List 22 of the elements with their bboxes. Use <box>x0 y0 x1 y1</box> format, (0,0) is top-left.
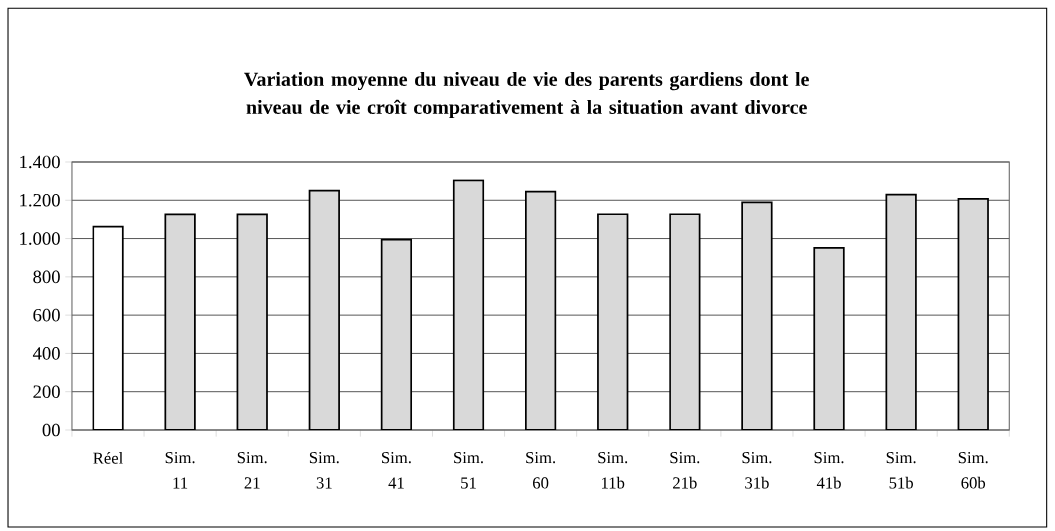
y-tick-label: 800 <box>33 270 60 284</box>
x-tick-label: Sim. 21 <box>237 452 267 489</box>
x-tick-label: Sim. 31 <box>309 452 339 489</box>
y-tick-label: 1.000 <box>20 232 60 245</box>
chart-title: Variation moyenne du niveau de vie des parents gardiens dont le niveau de vie croît comparativement à la situation avant divorce <box>244 71 809 119</box>
x-tick-label: Sim. 41 <box>382 452 411 489</box>
x-tick-label: Sim. 41b <box>814 452 844 489</box>
y-tick-label: 1.400 <box>20 155 60 169</box>
x-tick-label: Sim. 31b <box>742 452 772 489</box>
y-tick-label: 600 <box>33 308 60 322</box>
x-tick-label: Réel <box>93 452 123 464</box>
x-tick-label: Sim. 21b <box>670 452 700 489</box>
x-tick-label: Sim. 60b <box>958 452 988 489</box>
x-tick-label: Sim. 60 <box>526 452 556 489</box>
y-tick-label: 200 <box>33 385 60 398</box>
y-tick-label: 00 <box>42 423 60 437</box>
x-tick-label: Sim. 51b <box>886 452 916 489</box>
x-tick-label: Sim. 11 <box>165 452 195 489</box>
y-tick-label: 1.200 <box>20 193 60 207</box>
x-tick-label: Sim. 51 <box>454 452 483 489</box>
y-tick-label: 400 <box>32 347 60 360</box>
x-tick-label: Sim. 11b <box>598 452 628 489</box>
